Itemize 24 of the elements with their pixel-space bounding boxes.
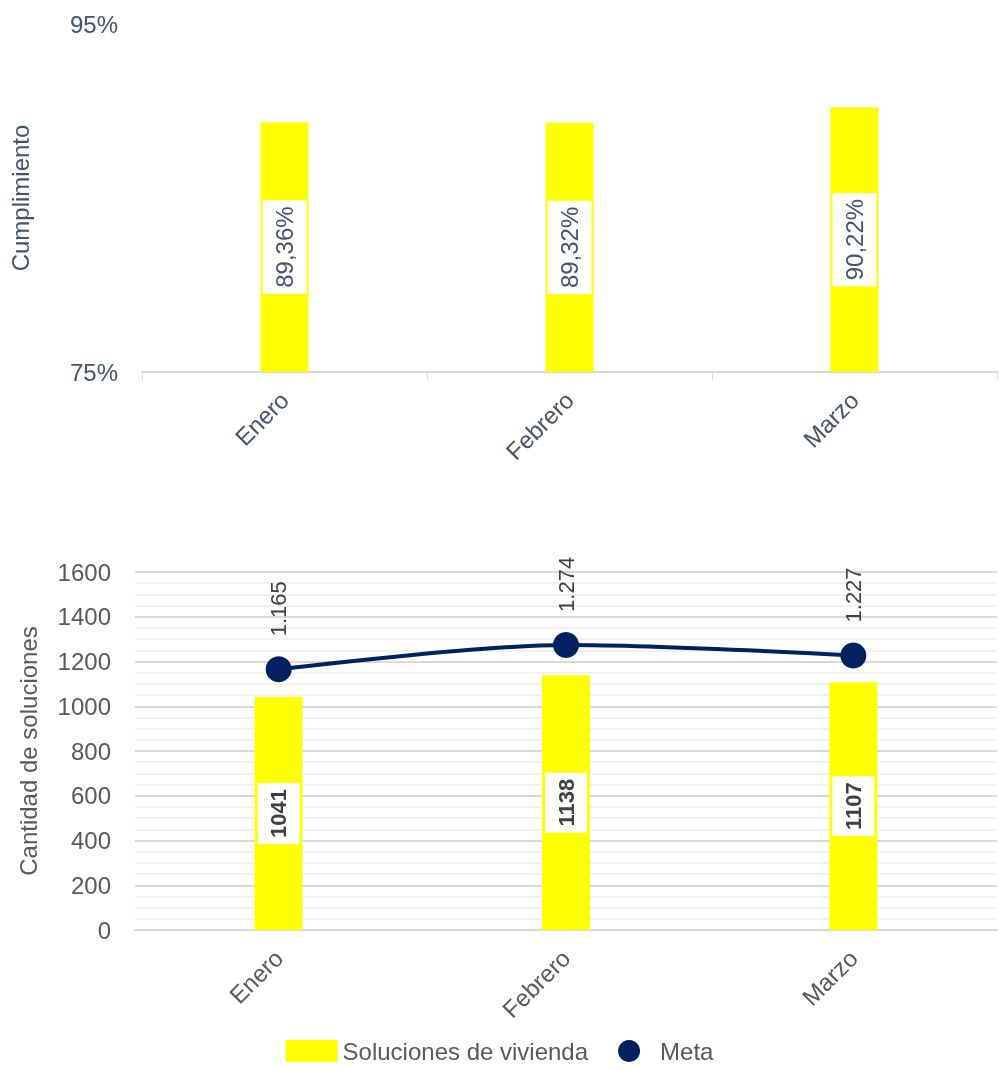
data-label: 89,32% bbox=[556, 206, 583, 289]
y-tick-label: 0 bbox=[97, 916, 111, 944]
data-label: 1.274 bbox=[553, 556, 579, 612]
y-tick-label: 1200 bbox=[57, 648, 111, 675]
data-label: 1041 bbox=[266, 789, 292, 839]
y-tick-label: 95% bbox=[69, 10, 118, 38]
y-tick-label: 600 bbox=[70, 782, 111, 810]
data-label: 89,36% bbox=[271, 206, 298, 288]
data-label: 1.227 bbox=[840, 567, 866, 623]
y-tick-label: 75% bbox=[69, 358, 118, 386]
y-tick-label: 200 bbox=[70, 871, 111, 899]
legend-label: Soluciones de vivienda bbox=[342, 1037, 589, 1065]
y-tick-label: 800 bbox=[70, 737, 111, 765]
data-label: 90,22% bbox=[841, 198, 868, 281]
legend-label: Meta bbox=[660, 1037, 715, 1065]
y-tick-label: 1000 bbox=[57, 692, 111, 720]
y-axis-title: Cumplimiento bbox=[6, 124, 34, 272]
data-label: 1107 bbox=[840, 782, 866, 831]
data-label: 1.165 bbox=[266, 581, 292, 637]
y-axis-title: Cantidad de soluciones bbox=[14, 626, 42, 876]
data-label: 1138 bbox=[553, 778, 579, 827]
y-tick-label: 400 bbox=[70, 827, 111, 854]
y-tick-label: 1600 bbox=[57, 558, 111, 586]
y-tick-label: 1400 bbox=[57, 603, 111, 631]
